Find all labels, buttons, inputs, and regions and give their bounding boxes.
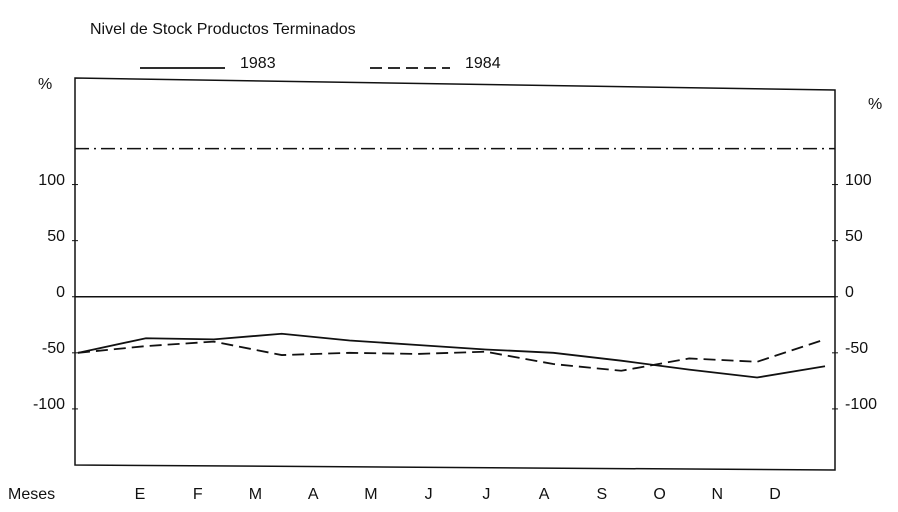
legend-label: 1984 [465,55,501,72]
x-tick-label: S [596,486,607,503]
x-tick-label: N [711,486,723,503]
x-tick-label: D [769,486,781,503]
x-axis-label: Meses [8,486,55,503]
x-tick-label: A [539,486,550,503]
x-tick-label: E [135,486,146,503]
x-tick-label: O [653,486,665,503]
y-tick-label: -100 [33,396,65,413]
x-tick-label: F [193,486,203,503]
line-series [77,332,826,379]
y2-tick-label: 0 [845,284,854,301]
y-axis-label: % [38,76,52,93]
y-tick-label: -50 [42,340,65,357]
x-tick-label: M [249,486,262,503]
x-tick-label: M [364,486,377,503]
chart-title: Nivel de Stock Productos Terminados [90,21,356,38]
x-tick-label: J [482,486,490,503]
y-tick-label: 100 [38,172,65,189]
y2-tick-label: 100 [845,172,872,189]
y2-tick-label: 50 [845,228,863,245]
y-tick-label: 0 [56,284,65,301]
x-tick-label: A [308,486,319,503]
y2-tick-label: -50 [845,340,868,357]
y2-tick-label: -100 [845,396,877,413]
plot-frame [74,77,836,471]
y-tick-label: 50 [47,228,65,245]
legend-label: 1983 [240,55,276,72]
line-series [77,338,826,372]
y2-axis-label: % [868,96,882,113]
x-tick-label: J [425,486,433,503]
